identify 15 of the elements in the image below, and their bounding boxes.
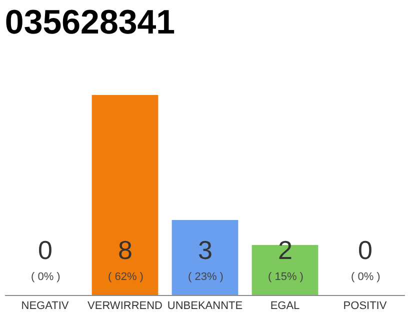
annotation: ( 0% ) <box>31 271 60 283</box>
data-label: 0 <box>358 235 372 265</box>
annotation: ( 0% ) <box>351 271 380 283</box>
x-tick-label: EGAL <box>270 300 300 312</box>
data-label: 0 <box>38 235 52 265</box>
annotation: ( 15% ) <box>268 271 304 283</box>
data-label: 3 <box>198 235 212 265</box>
chart-title: 035628341 <box>4 3 176 42</box>
x-tick-label: UNBEKANNTE <box>167 300 243 312</box>
x-tick-label: VERWIRREND <box>88 300 163 312</box>
annotation: ( 62% ) <box>108 271 144 283</box>
data-label: 8 <box>118 235 132 265</box>
x-tick-label: POSITIV <box>343 300 388 312</box>
x-tick-label: NEGATIV <box>21 300 70 312</box>
annotation: ( 23% ) <box>188 271 224 283</box>
